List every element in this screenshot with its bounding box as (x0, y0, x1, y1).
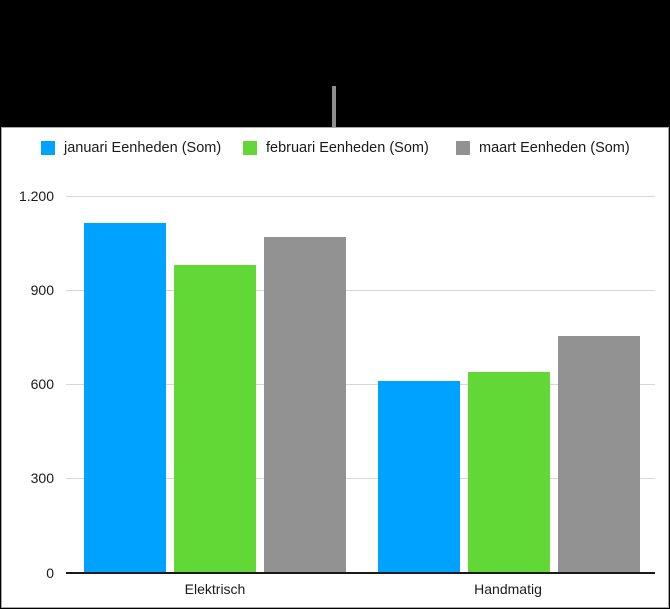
legend-item-maart: maart Eenheden (Som) (456, 140, 630, 156)
y-tick-0: 0 (46, 565, 54, 581)
legend-item-januari: januari Eenheden (Som) (41, 140, 221, 156)
x-label-handmatig: Handmatig (474, 581, 542, 597)
y-tick-900: 900 (30, 282, 54, 298)
gridline-300 (66, 478, 655, 479)
legend-swatch-blue (41, 141, 55, 155)
gridline-900 (66, 290, 655, 291)
x-axis-line (66, 572, 655, 574)
y-tick-600: 600 (30, 376, 54, 392)
bar-elektrisch-3[interactable] (264, 236, 346, 573)
legend-swatch-green (243, 141, 257, 155)
legend-label: januari Eenheden (Som) (64, 140, 222, 156)
gridline-1200 (66, 196, 655, 197)
legend-item-februari: februari Eenheden (Som) (243, 140, 429, 156)
y-tick-300: 300 (30, 470, 54, 486)
bar-handmatig-2[interactable] (468, 371, 550, 573)
chart-panel: januari Eenheden (Som) februari Eenheden… (1, 127, 669, 608)
bar-handmatig-3[interactable] (558, 335, 640, 573)
bar-elektrisch-1[interactable] (84, 222, 166, 573)
legend-swatch-gray (456, 141, 470, 155)
gridline-600 (66, 384, 655, 385)
selection-handle[interactable] (332, 86, 336, 128)
bar-elektrisch-2[interactable] (174, 265, 256, 573)
bar-handmatig-1[interactable] (378, 381, 460, 573)
legend-label: februari Eenheden (Som) (266, 140, 429, 156)
x-label-elektrisch: Elektrisch (184, 581, 246, 597)
legend-label: maart Eenheden (Som) (479, 140, 630, 156)
y-tick-1200: 1.200 (18, 188, 54, 204)
